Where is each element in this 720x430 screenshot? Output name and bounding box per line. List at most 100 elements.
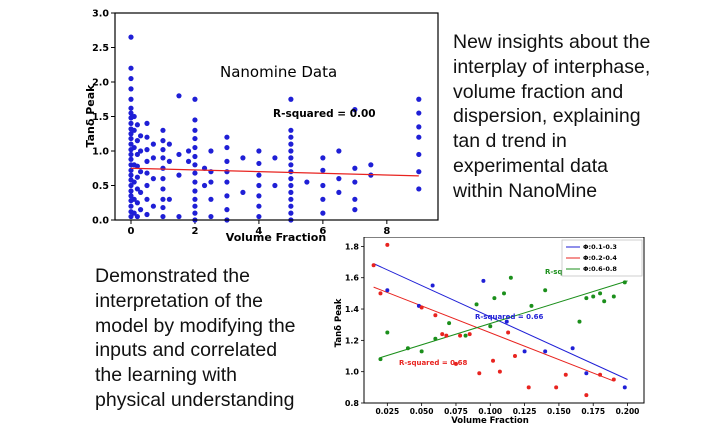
insights-line: tan d trend in: [453, 130, 567, 153]
data-point-green: [405, 346, 410, 351]
data-point-blue: [385, 288, 390, 293]
data-point-red: [433, 313, 438, 318]
data-point-blue: [481, 278, 486, 283]
data-point-red: [371, 263, 376, 268]
data-point: [256, 172, 262, 178]
x-tick-label: 0.150: [547, 407, 571, 416]
data-point-green: [488, 324, 493, 329]
x-tick-label: 0.125: [513, 407, 537, 416]
data-point: [352, 207, 358, 213]
data-point: [192, 196, 198, 202]
data-point-red: [453, 361, 458, 366]
data-point: [144, 211, 150, 218]
data-point: [144, 170, 150, 176]
data-point-red: [512, 354, 517, 359]
chart2-ylabel: Tanδ Peak: [334, 298, 344, 347]
chart1-r2-label: R-squared = 0.00: [273, 108, 376, 120]
data-point: [224, 158, 230, 164]
data-point: [416, 151, 422, 158]
data-point: [320, 155, 326, 161]
nanomine-scatter-chart: 0.0 0.5 1.0 1.5 2.0 2.5 3.0 0 2 4 6 8 Nanomine Dat…: [84, 9, 439, 244]
data-point: [192, 96, 198, 102]
x-tick-label: 0: [128, 226, 135, 237]
data-point: [368, 162, 374, 168]
y-tick-label: 0.8: [345, 399, 360, 408]
data-point-blue: [622, 385, 627, 390]
legend-label-blue: Φ:0.1-0.3: [583, 243, 617, 251]
data-point: [192, 135, 198, 142]
data-point: [192, 170, 198, 176]
data-point-green: [529, 303, 534, 308]
insights-line: within NanoMine: [453, 179, 598, 202]
data-point-green: [447, 321, 452, 326]
x-tick-label: 0.075: [444, 407, 468, 416]
data-point: [144, 158, 150, 164]
data-point: [160, 147, 166, 153]
data-point-green: [508, 275, 513, 280]
data-point-green: [611, 294, 616, 299]
y-tick-label: 2.0: [92, 78, 109, 89]
x-tick-label: 0.100: [478, 407, 502, 416]
data-point-red: [419, 305, 424, 310]
data-point: [160, 138, 166, 144]
chart2-xlabel: Volume Fraction: [451, 416, 529, 426]
data-point: [288, 196, 294, 202]
data-point: [224, 134, 230, 140]
data-point: [134, 163, 140, 169]
x-tick-label: 4: [255, 226, 262, 237]
data-point: [192, 117, 198, 123]
x-tick-label: 6: [319, 226, 326, 237]
chart1-ylabel: Tanδ Peak: [84, 84, 97, 148]
data-point: [160, 165, 166, 171]
chart1-xlabel: Volume Fraction: [226, 231, 326, 244]
chart2-xticks: 0.025 0.050 0.075 0.100 0.125 0.150 0.175 0.200: [375, 403, 639, 416]
data-point: [192, 153, 198, 160]
demonstration-line: interpretation of the: [95, 289, 264, 312]
y-tick-label: 1.2: [345, 336, 359, 345]
data-point: [240, 189, 246, 195]
data-point-red: [444, 333, 449, 338]
data-point-red: [554, 385, 559, 390]
data-point: [416, 110, 422, 116]
data-point: [176, 93, 182, 99]
data-point: [336, 176, 342, 182]
data-point: [166, 196, 172, 202]
data-point: [288, 169, 294, 175]
data-point: [320, 196, 326, 202]
data-point: [128, 188, 134, 194]
data-point: [416, 186, 422, 192]
y-tick-label: 1.4: [345, 305, 360, 314]
data-point: [128, 75, 134, 82]
data-point: [144, 134, 150, 140]
data-point: [128, 172, 134, 178]
data-point-green: [602, 299, 607, 304]
insights-line: dispersion, explaining: [453, 105, 641, 128]
data-point: [176, 172, 182, 178]
data-point: [128, 203, 134, 209]
model-scatter-chart: 0.81.01.21.41.61.8 0.025 0.050 0.075 0.100 0…: [334, 237, 645, 426]
data-point: [224, 207, 230, 213]
y-tick-label: 1.8: [345, 242, 360, 251]
data-point: [131, 127, 137, 133]
chart2-yticks: 0.8 1.0 1.2 1.4 1.6 1.8: [345, 242, 364, 408]
data-point-green: [378, 357, 383, 362]
data-point: [288, 148, 294, 154]
data-point: [131, 144, 137, 151]
data-point: [224, 193, 230, 199]
data-point: [150, 141, 156, 147]
data-point: [128, 182, 134, 189]
data-point-green: [622, 280, 627, 285]
data-point: [134, 122, 140, 128]
x-tick-label: 8: [383, 226, 390, 237]
data-point: [131, 196, 137, 202]
data-point-blue: [522, 349, 527, 354]
data-point: [134, 186, 140, 192]
x-tick-label: 0.200: [616, 407, 640, 416]
data-point: [160, 127, 166, 133]
insights-line: volume fraction and: [453, 80, 624, 103]
data-point: [416, 96, 422, 102]
chart1-plot-frame: [114, 12, 439, 221]
data-point-green: [492, 296, 497, 301]
data-point: [128, 213, 134, 220]
data-point-red: [467, 332, 472, 337]
